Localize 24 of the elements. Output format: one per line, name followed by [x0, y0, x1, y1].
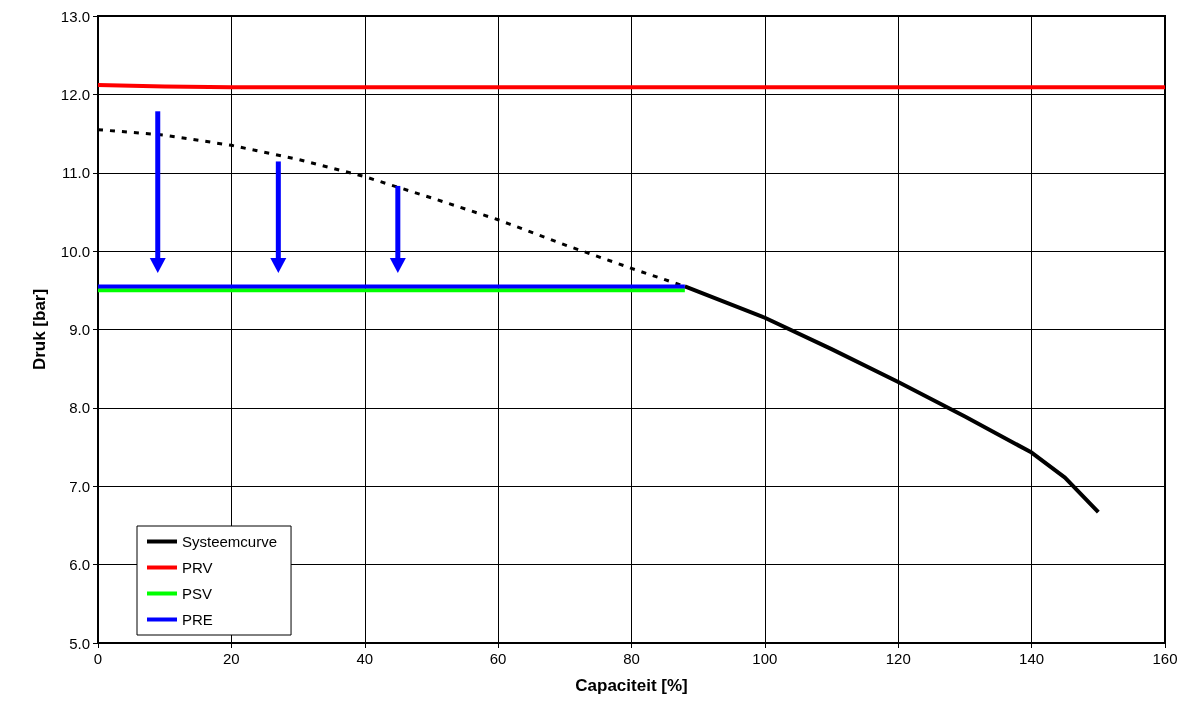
x-tick-label: 160 — [1152, 650, 1178, 667]
x-tick-label: 40 — [356, 650, 374, 667]
legend-label: Systeemcurve — [182, 533, 278, 550]
y-tick-label: 12.0 — [60, 85, 90, 103]
x-tick-label: 0 — [93, 650, 103, 667]
x-tick-label: 120 — [885, 650, 911, 667]
y-tick-label: 7.0 — [69, 477, 90, 495]
legend-label: PRV — [182, 559, 213, 576]
y-tick-label: 9.0 — [69, 321, 90, 338]
y-tick-label: 13.0 — [60, 7, 90, 25]
x-tick-label: 80 — [623, 650, 640, 667]
x-tick-label: 20 — [223, 650, 240, 667]
legend-label: PSV — [182, 585, 213, 602]
x-axis-title: Capaciteit [%] — [575, 676, 688, 695]
y-axis-title: Druk [bar] — [30, 288, 49, 371]
x-tick-label: 60 — [489, 650, 507, 667]
y-tick-label: 5.0 — [69, 634, 90, 652]
y-tick-label: 6.0 — [69, 556, 90, 574]
x-tick-label: 100 — [752, 650, 778, 667]
y-tick-label: 11.0 — [61, 164, 90, 182]
x-tick-label: 140 — [1019, 650, 1045, 667]
y-tick-label: 8.0 — [69, 399, 90, 417]
y-tick-label: 10.0 — [60, 242, 90, 260]
legend-label: PRE — [182, 611, 213, 628]
